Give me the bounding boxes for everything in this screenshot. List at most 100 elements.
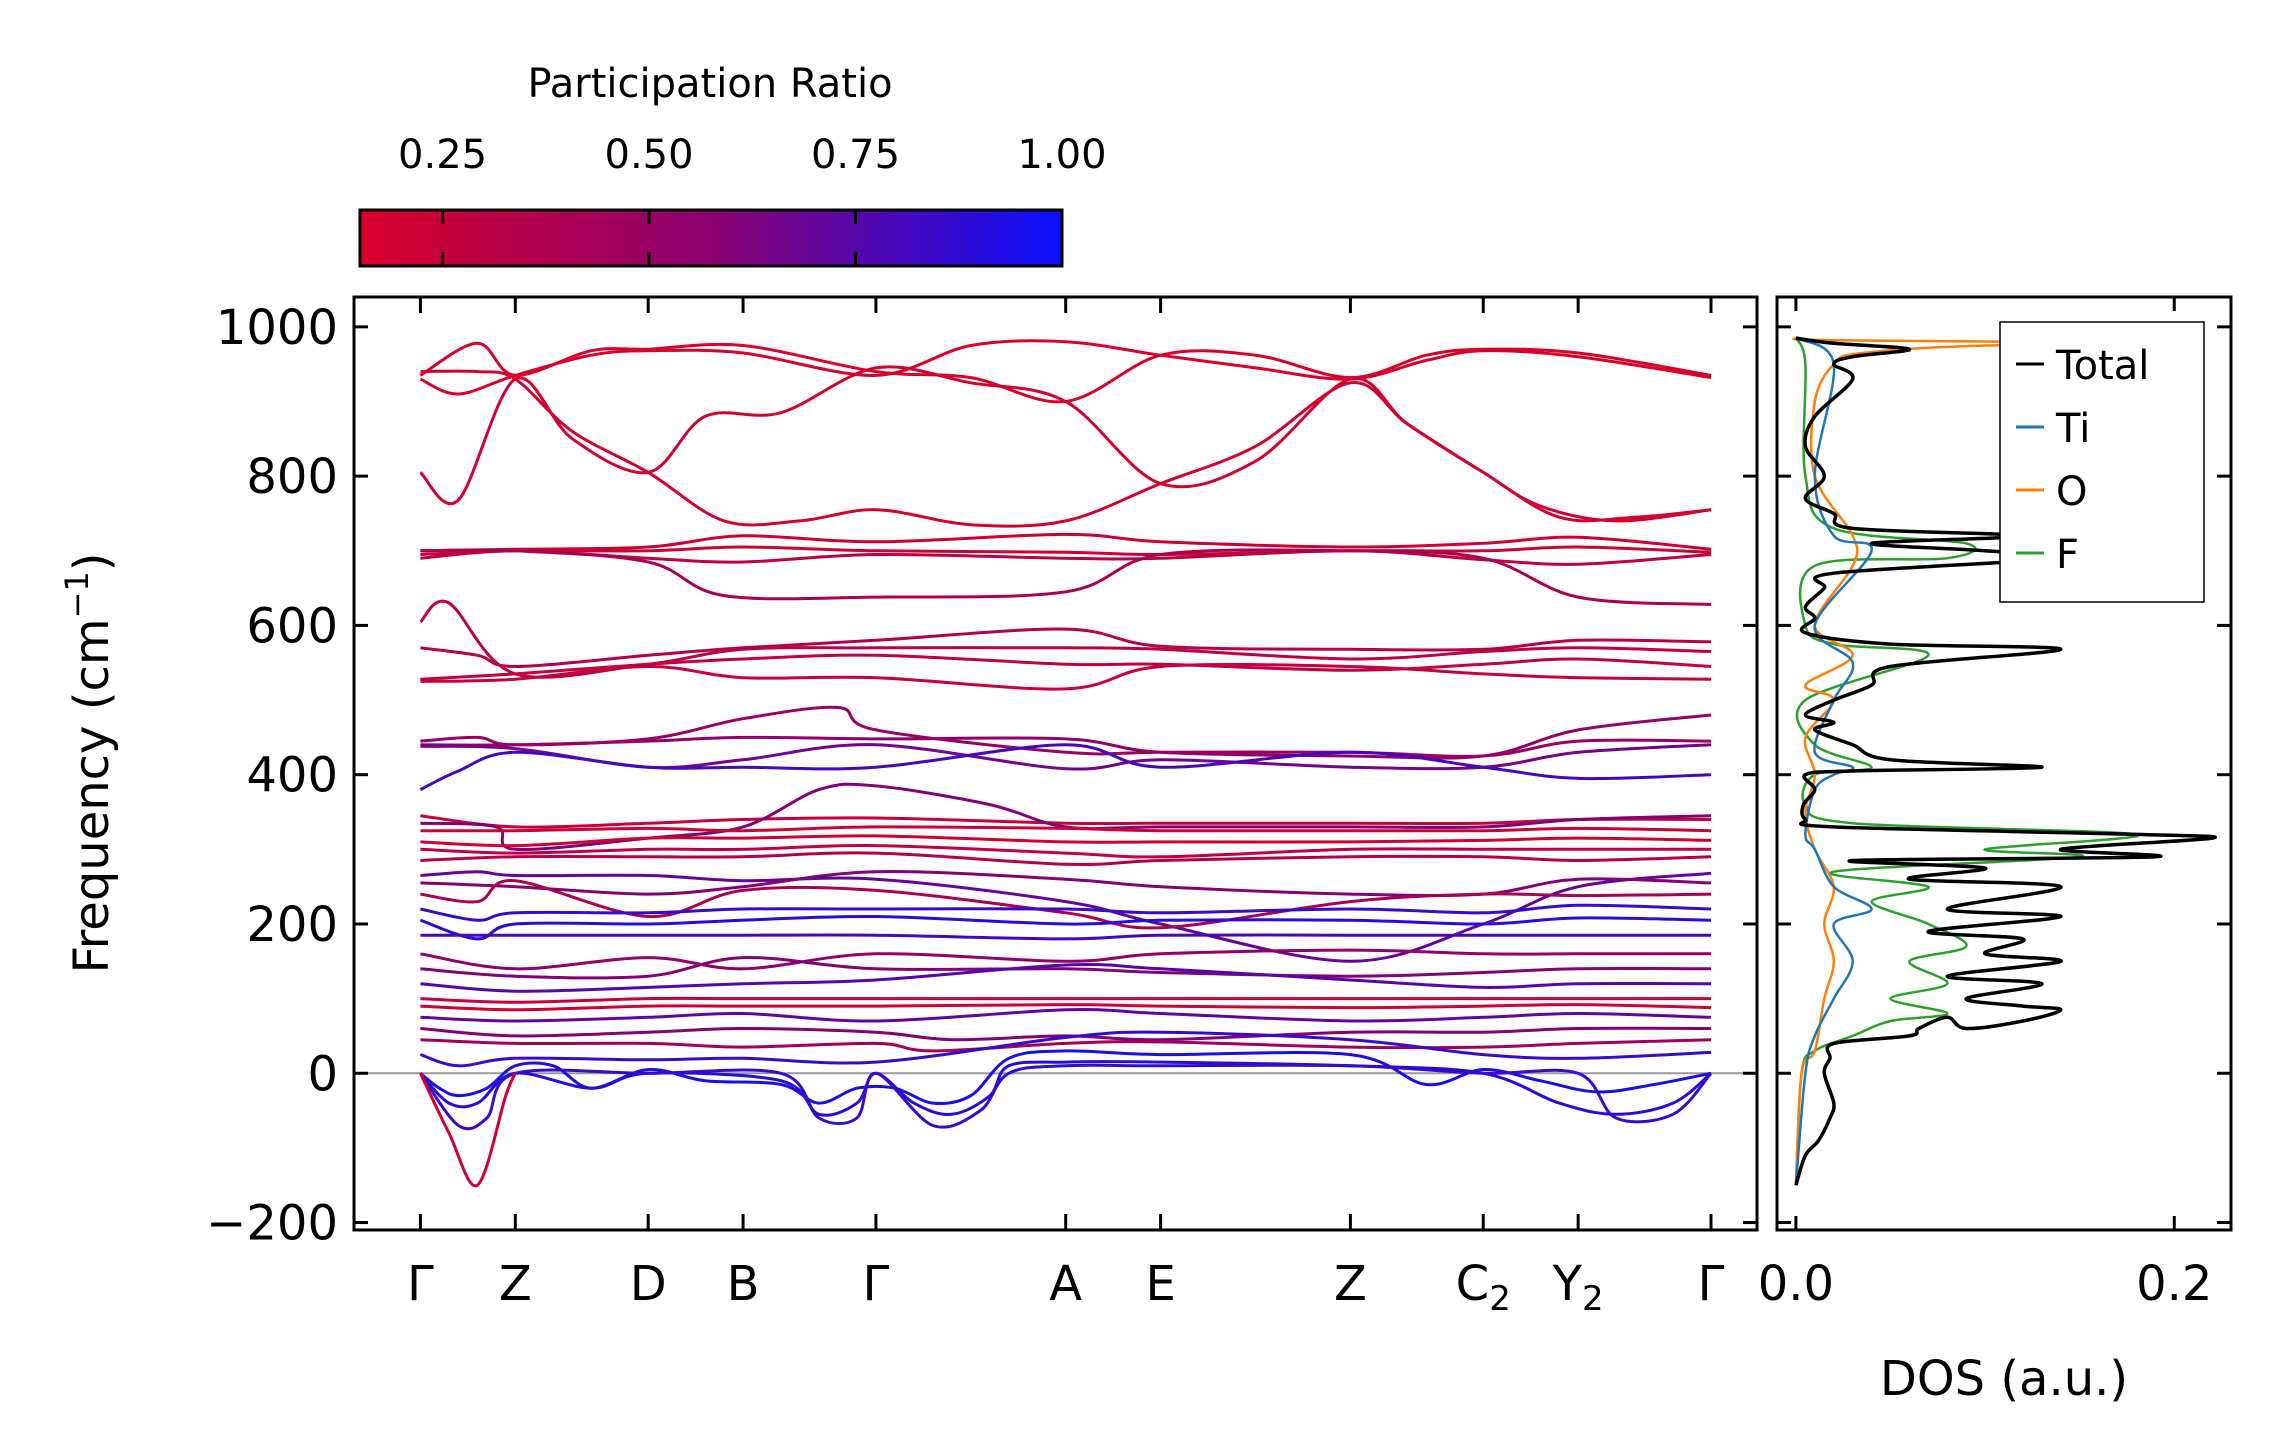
band-line-20 xyxy=(420,844,1711,859)
band-line-0 xyxy=(419,341,1712,404)
band-lines xyxy=(419,339,1713,1188)
colorbar-ticks: 0.25 0.50 0.75 1.00 xyxy=(398,132,1107,266)
band-line-11 xyxy=(420,662,1712,691)
legend-items: Total Ti OF xyxy=(2016,343,2149,578)
band-line-31 xyxy=(420,996,1711,1004)
band-line-38 xyxy=(419,1060,1712,1117)
band-axes-frame xyxy=(352,295,1759,1232)
x-tick-label-main: B xyxy=(727,1256,760,1312)
band-line-3 xyxy=(420,369,1712,528)
y-tick-label: 1000 xyxy=(216,300,338,356)
legend-frame xyxy=(1999,321,2205,603)
colorbar: Participation Ratio 0.25 0.50 0.75 1.00 xyxy=(358,61,1107,268)
dos-x-tick-label: 0.0 xyxy=(1758,1256,1834,1312)
band-line-36 xyxy=(419,1030,1712,1068)
band-line-24 xyxy=(420,879,1712,930)
band-line-7 xyxy=(420,548,1712,606)
y-tick-label: 200 xyxy=(246,897,338,953)
y-tick-label: 600 xyxy=(246,598,338,654)
colorbar-gradient xyxy=(358,208,1064,268)
band-line-34 xyxy=(420,1026,1712,1042)
colorbar-tick-label: 0.50 xyxy=(605,132,694,178)
band-line-4 xyxy=(420,532,1712,553)
dos-x-axis-label: DOS (a.u.) xyxy=(1880,1351,2128,1407)
band-line-39 xyxy=(419,1063,1713,1131)
x-tick-label: A xyxy=(1049,1256,1082,1312)
x-tick-label-main: Γ xyxy=(1698,1256,1725,1312)
band-line-32 xyxy=(420,1003,1712,1012)
x-tick-label-main: C xyxy=(1456,1256,1490,1312)
x-tick-label-sub: 2 xyxy=(1489,1279,1511,1319)
dos-line-ti xyxy=(1794,336,1873,1186)
band-line-1 xyxy=(419,339,1712,396)
band-line-37 xyxy=(419,1049,1712,1106)
legend-label: Total xyxy=(2055,343,2149,389)
x-tick-label-main: D xyxy=(630,1256,667,1312)
x-tick-label-main: E xyxy=(1145,1256,1175,1312)
x-tick-label-main: Γ xyxy=(407,1256,434,1312)
colorbar-tick-label: 0.75 xyxy=(811,132,900,178)
dos-legend: Total Ti OF xyxy=(1999,321,2205,603)
band-line-15 xyxy=(419,743,1712,791)
band-line-22 xyxy=(420,870,1712,963)
band-line-13 xyxy=(420,705,1712,758)
band-x-ticks: Γ Z D B Γ A E Z C2 Y2 Γ xyxy=(407,297,1725,1319)
y-tick-label: −200 xyxy=(206,1196,338,1252)
x-tick-label: E xyxy=(1145,1256,1175,1312)
dos-axes-frame xyxy=(1775,295,2233,1232)
band-line-16 xyxy=(420,814,1712,829)
band-line-25 xyxy=(420,903,1712,922)
band-line-18 xyxy=(420,825,1712,833)
band-y-ticks: −200 0 200 400 600 800 1000 xyxy=(206,300,1757,1252)
x-tick-label-main: Y xyxy=(1552,1256,1583,1312)
band-line-28 xyxy=(420,948,1711,971)
x-tick-label-main: Γ xyxy=(863,1256,890,1312)
band-line-27 xyxy=(420,933,1711,941)
x-tick-label-main: Z xyxy=(499,1256,532,1312)
band-line-30 xyxy=(420,962,1712,993)
band-line-17 xyxy=(420,782,1712,852)
ylabel-end: ) xyxy=(64,552,120,571)
x-tick-label: Z xyxy=(1334,1256,1367,1312)
ylabel-sup: −1 xyxy=(58,571,96,618)
band-line-9 xyxy=(420,627,1712,669)
x-tick-label: Γ xyxy=(1698,1256,1725,1312)
legend-label: O xyxy=(2056,469,2087,515)
x-tick-label: D xyxy=(630,1256,667,1312)
x-tick-label-main: Z xyxy=(1334,1256,1367,1312)
x-tick-label-main: A xyxy=(1049,1256,1082,1312)
y-tick-label: 800 xyxy=(246,449,338,505)
x-tick-label: B xyxy=(727,1256,760,1312)
dos-line-total xyxy=(1794,336,2217,1186)
colorbar-title: Participation Ratio xyxy=(527,61,892,107)
band-line-26 xyxy=(419,914,1712,941)
band-line-10 xyxy=(420,653,1712,681)
band-line-21 xyxy=(420,851,1712,867)
band-line-5 xyxy=(420,545,1712,557)
band-line-19 xyxy=(420,834,1712,848)
band-line-29 xyxy=(420,956,1712,980)
dos-panel: 0.0 0.2 DOS (a.u.) Total Ti OF xyxy=(1758,295,2233,1407)
band-line-33 xyxy=(420,1008,1712,1023)
band-line-2 xyxy=(419,365,1712,523)
x-tick-label-sub: 2 xyxy=(1582,1279,1604,1319)
band-line-40 xyxy=(419,1072,517,1188)
legend-label: F xyxy=(2056,532,2079,578)
x-tick-label: C2 xyxy=(1456,1256,1511,1319)
y-tick-label: 400 xyxy=(246,748,338,804)
legend-label: Ti xyxy=(2055,406,2090,452)
x-tick-label: Y2 xyxy=(1552,1256,1604,1319)
colorbar-tick-label: 0.25 xyxy=(398,132,487,178)
x-tick-label: Γ xyxy=(407,1256,434,1312)
dos-ticks: 0.0 0.2 xyxy=(1758,297,2231,1312)
x-tick-label: Z xyxy=(499,1256,532,1312)
dos-x-tick-label: 0.2 xyxy=(2136,1256,2212,1312)
colorbar-tick-label: 1.00 xyxy=(1017,132,1106,178)
band-line-35 xyxy=(420,1038,1712,1053)
x-tick-label: Γ xyxy=(863,1256,890,1312)
y-tick-label: 0 xyxy=(307,1046,338,1102)
ylabel-base: Frequency (cm xyxy=(64,618,120,973)
band-line-23 xyxy=(420,870,1712,898)
